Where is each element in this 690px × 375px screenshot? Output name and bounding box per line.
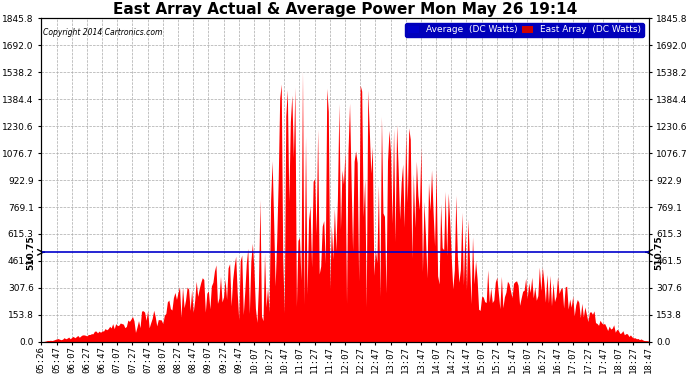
Text: Copyright 2014 Cartronics.com: Copyright 2014 Cartronics.com [43,28,162,37]
Title: East Array Actual & Average Power Mon May 26 19:14: East Array Actual & Average Power Mon Ma… [113,2,577,17]
Text: 510.75: 510.75 [655,235,664,270]
Text: 510.75: 510.75 [26,235,35,270]
Legend: Average  (DC Watts), East Array  (DC Watts): Average (DC Watts), East Array (DC Watts… [406,23,644,37]
